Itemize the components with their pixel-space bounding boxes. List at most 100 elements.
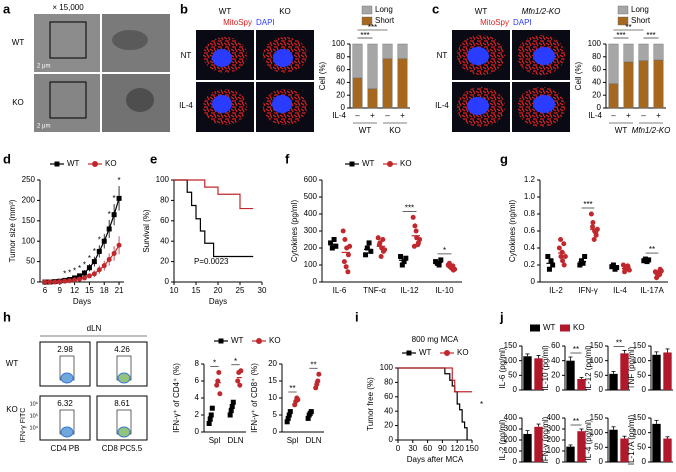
legend-label: KO — [573, 323, 585, 332]
legend-marker — [406, 350, 412, 356]
y-tick-label: 4 — [195, 393, 200, 402]
point — [347, 243, 353, 249]
y-axis-label: Cell (%) — [318, 61, 327, 90]
point — [342, 237, 348, 242]
cell-cloud — [117, 426, 131, 438]
panel-letter: a — [3, 1, 11, 16]
column-label: KO — [279, 7, 291, 16]
y-tick-label: 50 — [508, 370, 517, 379]
x-tick-label: TNF-α — [363, 286, 386, 295]
significance: *** — [616, 31, 625, 40]
significance: *** — [360, 31, 369, 40]
legend-marker — [92, 161, 98, 167]
stain-label: DAPI — [513, 18, 532, 27]
panel-letter: g — [500, 151, 508, 166]
y-tick-label: 0 — [642, 457, 647, 466]
legend-swatch — [361, 16, 373, 26]
y-tick-label: 300 — [304, 226, 318, 235]
bar — [663, 352, 672, 390]
point — [81, 270, 87, 276]
point — [345, 269, 351, 275]
bar-segment — [608, 43, 619, 84]
y-tick-label: 200 — [304, 243, 318, 252]
point — [287, 409, 293, 415]
mitochondrion — [112, 30, 148, 50]
point — [116, 242, 122, 248]
survival-curve — [398, 367, 472, 393]
bar-segment — [623, 61, 634, 109]
y-tick-label: 150 — [590, 341, 604, 350]
bar-segment — [367, 88, 378, 109]
y-tick-label: 80 — [592, 52, 601, 61]
group-label: Mfn1/2-KO — [632, 126, 671, 135]
x-tick-label: – — [385, 111, 390, 120]
flow-y-tick: 10⁵ — [30, 412, 38, 419]
nucleus — [467, 47, 489, 65]
y-tick-label: 60 — [551, 341, 560, 350]
point — [57, 279, 63, 285]
significance: * — [73, 266, 76, 275]
y-tick-label: 100 — [633, 428, 647, 437]
column-label: WT — [219, 7, 232, 16]
x-tick-label: 20 — [214, 286, 223, 295]
x-tick-label: + — [626, 111, 631, 120]
mitochondrion — [126, 88, 154, 112]
zoom-box — [49, 81, 87, 119]
x-axis-label: Days after MCA — [407, 455, 464, 464]
row-label: IL-4 — [435, 101, 449, 110]
point — [363, 252, 369, 258]
point — [658, 268, 664, 274]
y-tick-label: 1.0 — [524, 192, 536, 201]
point — [230, 399, 236, 405]
y-axis-label: Cytokines (pg/ml) — [290, 200, 299, 263]
point — [410, 214, 416, 220]
point — [214, 382, 220, 388]
point — [111, 212, 117, 218]
significance: * — [234, 357, 237, 366]
y-axis-label: Cell (%) — [574, 61, 583, 90]
point — [578, 258, 584, 264]
stain-label: DAPI — [256, 18, 275, 27]
survival-curve — [174, 179, 254, 210]
significance: * — [443, 246, 446, 255]
significance: ** — [310, 360, 316, 369]
point — [237, 382, 243, 388]
em-image — [34, 14, 100, 72]
point — [77, 276, 83, 282]
y-axis-label: Cytokines (ng/ml) — [508, 200, 517, 263]
y-tick-label: 0.4 — [524, 243, 536, 252]
y-tick-label: 80 — [160, 196, 169, 205]
legend-label: WT — [543, 323, 556, 332]
significance: * — [108, 210, 111, 219]
bar-segment — [367, 43, 378, 89]
bar-segment — [653, 59, 664, 109]
point — [81, 275, 87, 281]
y-tick-label: 400 — [547, 413, 561, 422]
y-tick-label: 20 — [592, 90, 601, 99]
point — [591, 237, 597, 242]
y-tick-label: 20 — [384, 421, 393, 430]
x-tick-label: IL-17A — [640, 286, 664, 295]
y-tick-label: 400 — [304, 209, 318, 218]
significance: * — [83, 260, 86, 269]
y-tick-label: 0 — [195, 427, 200, 436]
panel-letter: f — [285, 151, 290, 166]
y-tick-label: 0 — [273, 427, 278, 436]
y-tick-label: 2 — [195, 410, 200, 419]
y-tick-label: 200 — [547, 435, 561, 444]
point — [382, 247, 388, 253]
flow-y-label: IFN-γ FITC — [20, 408, 27, 443]
significance: * — [78, 264, 81, 273]
x-tick-label: IL-4 — [613, 286, 627, 295]
point — [67, 278, 73, 284]
point — [86, 265, 92, 271]
scale-bar-label: 2 μm — [37, 64, 50, 70]
bar-segment — [608, 83, 619, 109]
flow-x-label: CD8 PC5.5 — [102, 444, 143, 453]
point — [561, 241, 567, 247]
point — [316, 371, 322, 377]
x-tick-label: 25 — [236, 286, 245, 295]
point — [238, 368, 244, 374]
point — [305, 415, 311, 421]
